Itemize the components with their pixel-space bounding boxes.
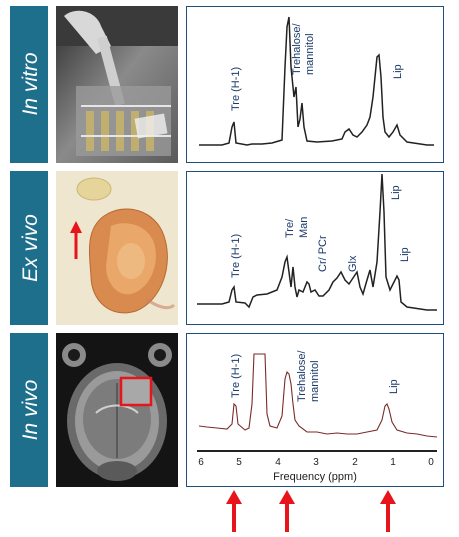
row-label-in-vitro: In vitro bbox=[10, 6, 48, 163]
up-arrow-icon bbox=[226, 490, 242, 532]
row-label-ex-vivo: Ex vivo bbox=[10, 171, 48, 325]
peak-label-mannitol: mannitol bbox=[309, 360, 321, 402]
peak-label-man: Man bbox=[298, 217, 310, 238]
axis-tick-0: 0 bbox=[428, 457, 434, 468]
peak-label-tre-h1: Tre (H-1) bbox=[230, 67, 242, 111]
peak-label-tre-h1: Tre (H-1) bbox=[230, 354, 242, 398]
axis-tick-1: 1 bbox=[390, 457, 396, 468]
row-label-text: In vivo bbox=[19, 379, 42, 440]
peak-label-lip: Lip bbox=[388, 379, 400, 394]
peak-label-lip: Lip bbox=[392, 64, 404, 79]
peak-label-trehalose: Trehalose/ bbox=[296, 349, 308, 402]
peak-label-glx: Glx bbox=[347, 255, 359, 272]
up-arrow-icon bbox=[380, 490, 396, 532]
peak-label-tre: Tre/ bbox=[284, 218, 296, 238]
arrow-row bbox=[226, 490, 396, 532]
axis-tick-2: 2 bbox=[352, 457, 358, 468]
peak-label-cr-pcr: Cr/ PCr bbox=[317, 235, 329, 272]
peak-label-trehalose: Trehalose/ bbox=[291, 22, 303, 75]
row-label-text: In vitro bbox=[19, 52, 42, 115]
row-label-text: Ex vivo bbox=[19, 214, 42, 282]
axis-tick-6: 6 bbox=[198, 457, 204, 468]
spectrum-line bbox=[198, 353, 438, 438]
row-label-in-vivo: In vivo bbox=[10, 333, 48, 487]
spectrum-panel-ex-vivo: Tre (H-1) Tre/ Man Cr/ PCr Glx Lip Lip bbox=[186, 171, 444, 325]
up-arrow-icon bbox=[279, 490, 295, 532]
mri-photo bbox=[56, 333, 178, 487]
tissue-photo bbox=[56, 171, 178, 325]
axis-title: Frequency (ppm) bbox=[273, 471, 357, 483]
peak-label-mannitol: mannitol bbox=[304, 33, 316, 75]
spectrum-line bbox=[199, 16, 434, 146]
axis-tick-3: 3 bbox=[313, 457, 319, 468]
peak-label-lip: Lip bbox=[390, 185, 402, 200]
spectrum-line bbox=[197, 173, 437, 311]
spectrum-panel-in-vivo: Tre (H-1) Trehalose/ mannitol Lip 6 5 4 … bbox=[186, 333, 444, 487]
axis-tick-5: 5 bbox=[236, 457, 242, 468]
peak-label-tre-h1: Tre (H-1) bbox=[230, 234, 242, 278]
axis-tick-4: 4 bbox=[275, 457, 281, 468]
peak-label-lip: Lip bbox=[399, 247, 411, 262]
spectrum-panel-in-vitro: Tre (H-1) Trehalose/ mannitol Lip bbox=[186, 6, 444, 163]
tubes-photo bbox=[56, 6, 178, 163]
